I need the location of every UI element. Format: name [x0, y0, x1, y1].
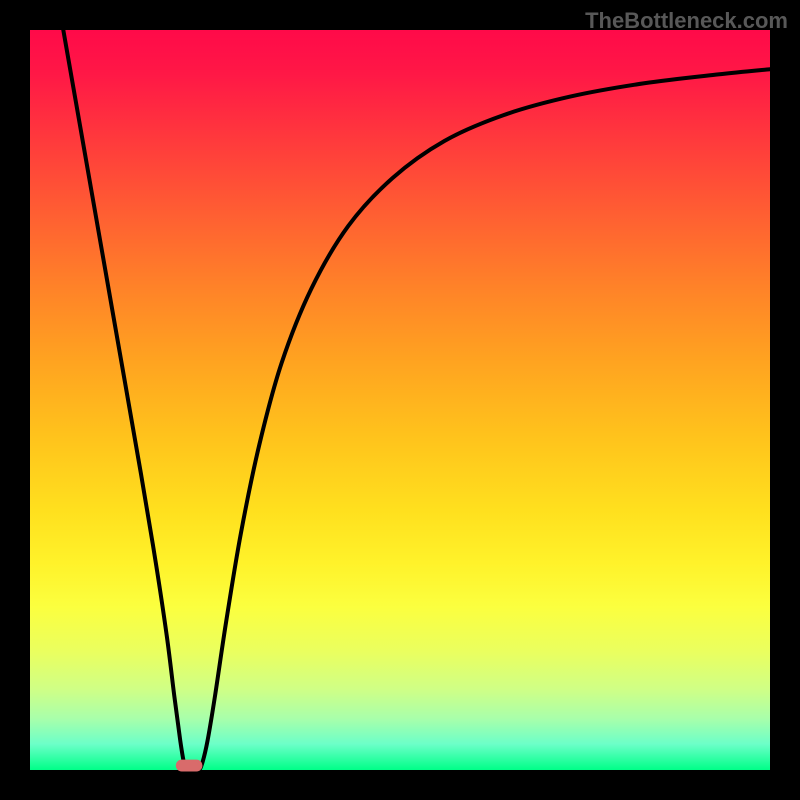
- bottleneck-chart: TheBottleneck.com: [0, 0, 800, 800]
- chart-svg: [0, 0, 800, 800]
- plot-area: [30, 30, 770, 770]
- optimal-marker: [176, 760, 203, 772]
